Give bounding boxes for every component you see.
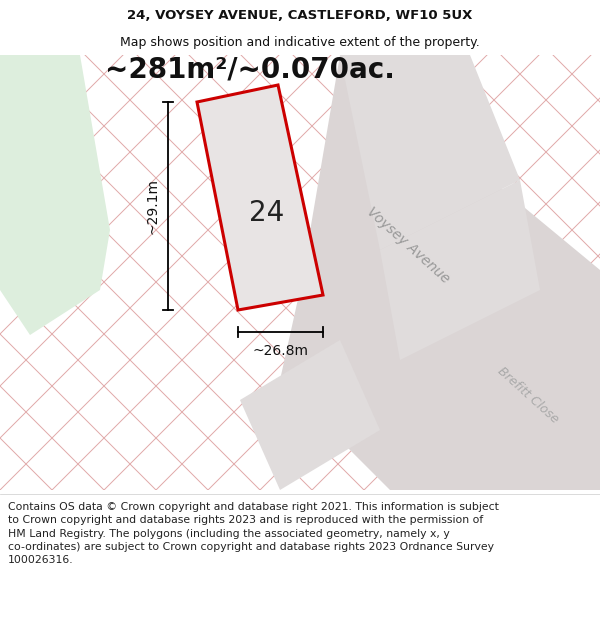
Text: Map shows position and indicative extent of the property.: Map shows position and indicative extent… (120, 36, 480, 49)
Text: 24: 24 (250, 199, 284, 227)
Text: ~281m²/~0.070ac.: ~281m²/~0.070ac. (105, 56, 395, 84)
Polygon shape (240, 340, 380, 490)
Polygon shape (490, 390, 600, 490)
Polygon shape (0, 55, 110, 335)
Polygon shape (197, 85, 323, 310)
Text: ~29.1m: ~29.1m (146, 178, 160, 234)
Polygon shape (280, 55, 600, 490)
Text: Voysey Avenue: Voysey Avenue (364, 204, 452, 286)
Polygon shape (380, 180, 540, 360)
Text: ~26.8m: ~26.8m (253, 344, 308, 358)
Text: Brefitt Close: Brefitt Close (495, 364, 561, 426)
Text: Contains OS data © Crown copyright and database right 2021. This information is : Contains OS data © Crown copyright and d… (8, 502, 499, 565)
Polygon shape (340, 55, 520, 250)
Text: 24, VOYSEY AVENUE, CASTLEFORD, WF10 5UX: 24, VOYSEY AVENUE, CASTLEFORD, WF10 5UX (127, 9, 473, 22)
